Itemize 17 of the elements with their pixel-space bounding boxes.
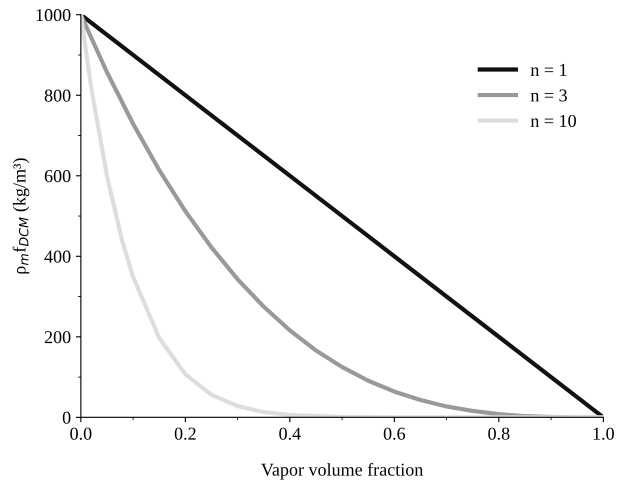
x-axis-title: Vapor volume fraction bbox=[261, 462, 424, 480]
x-tick-label: 0.6 bbox=[384, 428, 406, 440]
x-tick-label: 0.4 bbox=[279, 428, 301, 440]
x-tick-label: 0.8 bbox=[488, 428, 510, 440]
y-tick-label: 1000 bbox=[36, 8, 70, 22]
legend-label: n = 3 bbox=[530, 89, 567, 102]
y-tick-label: 800 bbox=[44, 90, 70, 102]
y-tick-label: 400 bbox=[44, 250, 70, 263]
legend-label: n = 1 bbox=[530, 64, 567, 76]
y-tick-label: 200 bbox=[44, 331, 70, 344]
legend-label: n = 10 bbox=[530, 114, 576, 128]
x-tick-label: 0.0 bbox=[70, 428, 92, 440]
x-tick-label: 0.2 bbox=[174, 428, 196, 440]
y-tick-label: 600 bbox=[44, 170, 70, 182]
y-tick-label: 0 bbox=[62, 412, 70, 424]
x-tick-label: 1.0 bbox=[594, 428, 614, 440]
y-axis-title: ρ$_{m}$f$_{DCM}$ (kg/m³) bbox=[12, 158, 30, 274]
